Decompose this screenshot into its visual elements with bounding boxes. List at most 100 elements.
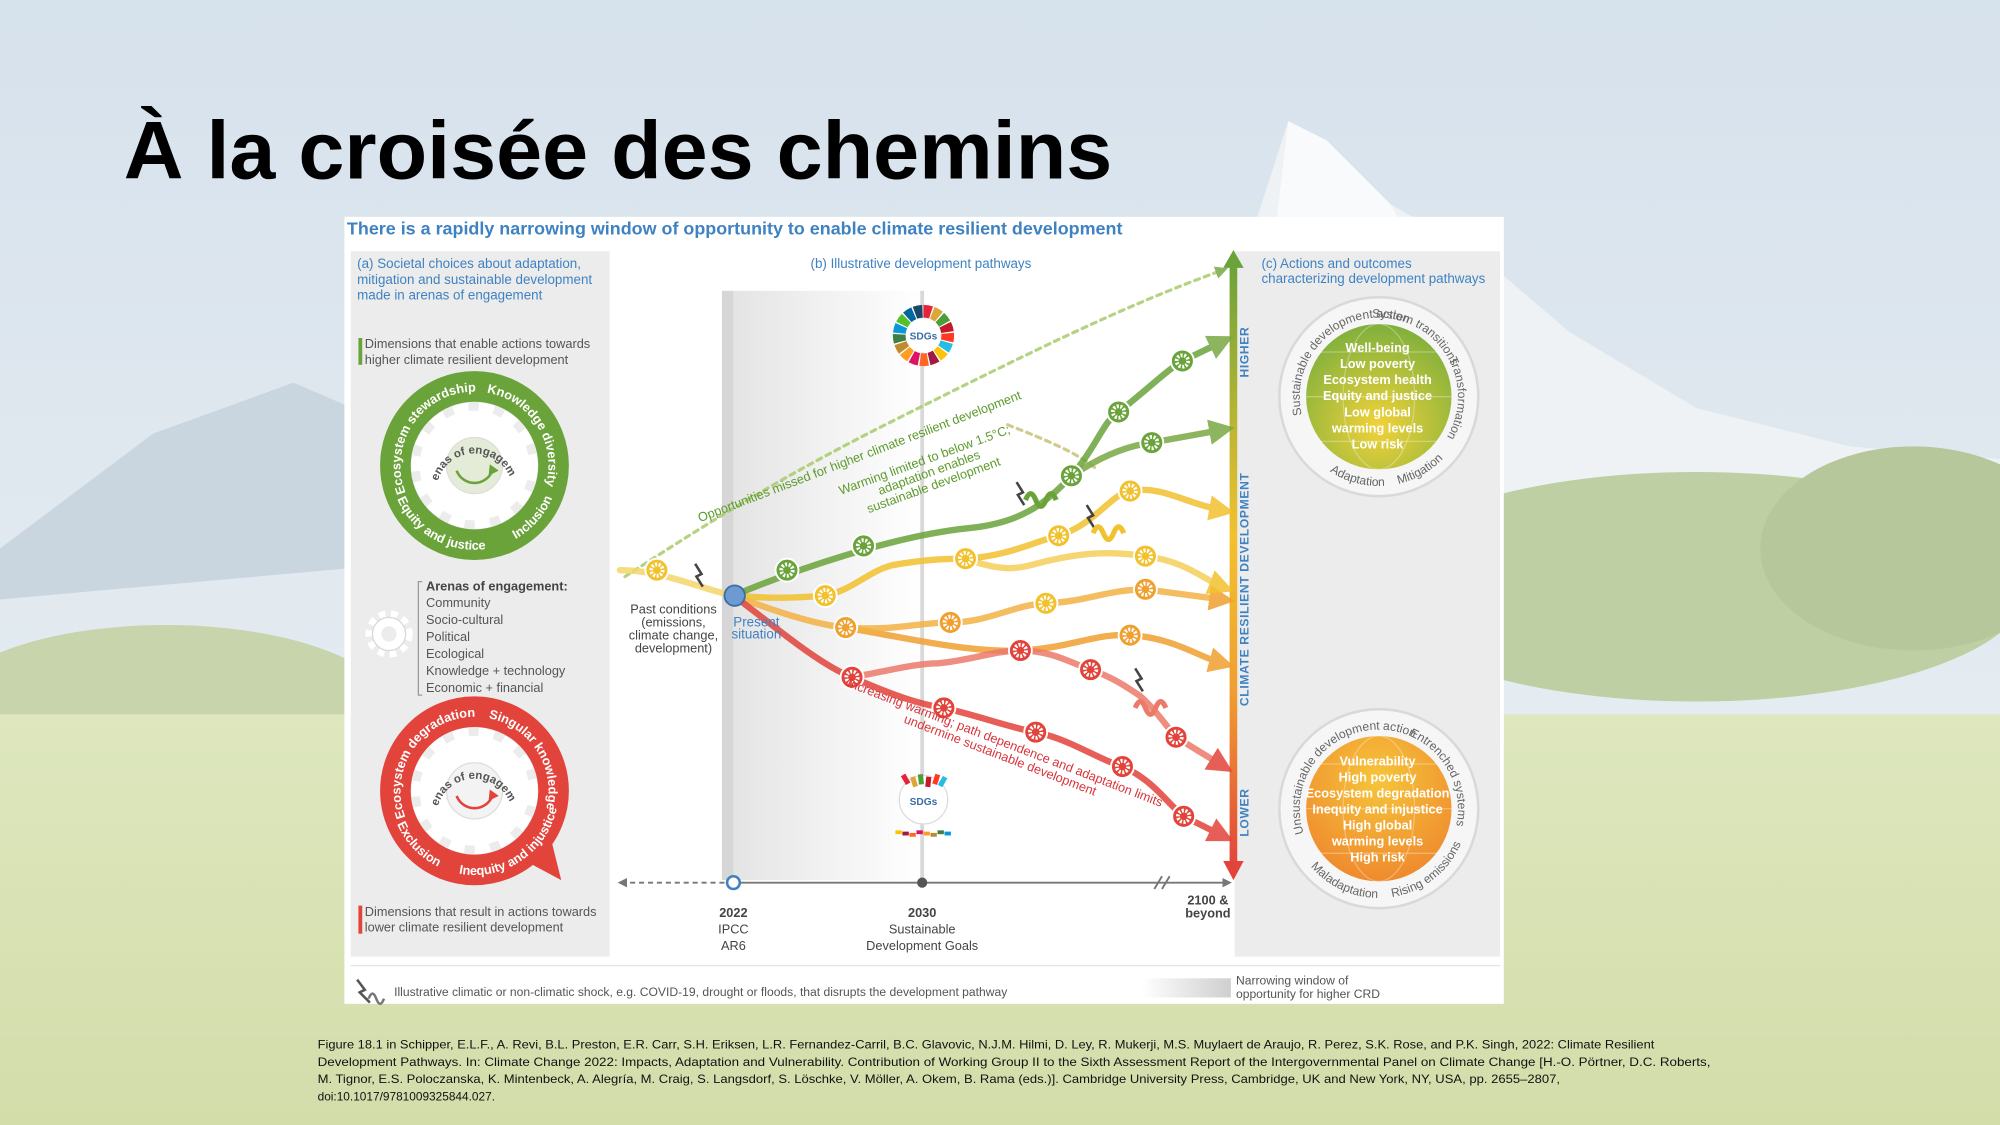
dimension-label: Dimensions that enable actions towards	[365, 336, 590, 351]
wheel-arrow	[455, 795, 494, 810]
shock-wiggle	[1023, 491, 1059, 509]
outcome-text: Inequity and injustice	[1312, 802, 1442, 817]
wheel-gear-teeth	[411, 727, 538, 854]
wheel-arrowhead	[488, 789, 499, 802]
pathway-node-gear	[1051, 528, 1067, 544]
pathway-node-gear	[1137, 581, 1154, 597]
panel-heading: mitigation and sustainable development	[357, 272, 592, 287]
dimension-label: Dimensions that result in actions toward…	[365, 904, 597, 919]
timeline-label: beyond	[1185, 906, 1230, 921]
timeline-label: 2100 &	[1187, 892, 1228, 907]
sdg-chip	[923, 831, 930, 836]
outcome-core	[1306, 735, 1452, 882]
arena-item: Knowledge + technology	[426, 663, 566, 678]
timeline-label: 2022	[719, 905, 747, 920]
outcome-text: Well-being	[1345, 340, 1409, 355]
pathway-node-gear	[844, 669, 860, 685]
pathway	[616, 566, 737, 599]
axis-label: HIGHER	[1238, 327, 1252, 378]
pathway-node-gear	[957, 551, 974, 567]
citation-line: Figure 18.1 in Schipper, E.L.F., A. Revi…	[318, 1037, 1655, 1051]
pathway-node	[1117, 622, 1143, 648]
shock-icon	[356, 978, 371, 1004]
pathway-node-gear	[1176, 808, 1192, 824]
axis-dot	[725, 875, 742, 891]
outcome-text: High poverty	[1339, 769, 1418, 784]
shock-icon	[1085, 504, 1096, 529]
sdg-chip	[910, 776, 919, 788]
present-dot	[723, 584, 746, 607]
pathway-node	[1171, 803, 1197, 829]
sdg-segment	[892, 304, 955, 367]
shock-icon	[367, 992, 386, 1006]
axis-label: LOWER	[1238, 788, 1252, 836]
wheel-arrow	[455, 470, 494, 485]
pathway-node	[812, 583, 838, 609]
pathway-node-gear	[817, 588, 833, 604]
timeline-label: IPCC	[718, 922, 748, 937]
sdg-badge	[898, 774, 949, 825]
past-conditions: development)	[635, 641, 712, 656]
sdg-chip	[917, 773, 924, 785]
pathway-node-gear	[649, 562, 665, 578]
pathway-node	[1078, 657, 1103, 683]
pathway-node	[937, 610, 963, 635]
pathway	[730, 335, 1234, 599]
pathway	[623, 266, 1228, 579]
outcome-text: Equity and justice	[1323, 388, 1432, 403]
slide-title: À la croisée des chemins	[124, 106, 1113, 197]
sdg-chip	[937, 830, 944, 835]
pathway-node	[1132, 543, 1158, 569]
arena-item: Community	[426, 595, 491, 610]
arena-item: Political	[426, 629, 470, 644]
pathway-node-gear	[936, 700, 952, 716]
pathway-node-gear	[1082, 661, 1099, 678]
pathway-node	[1163, 724, 1189, 750]
pathway-node	[1110, 754, 1135, 780]
outcome-text: Low risk	[1352, 436, 1405, 451]
outcome-text: warming levels	[1331, 834, 1423, 849]
pathway-node-gear	[942, 614, 958, 631]
pathway-node	[1106, 399, 1132, 425]
outcome-core	[1306, 323, 1452, 470]
sdg-segment	[892, 304, 955, 367]
past-conditions: climate change,	[629, 628, 718, 643]
citation-line: M. Tignor, E.S. Poloczanska, K. Mintenbe…	[318, 1072, 1560, 1086]
pathway-node	[1033, 590, 1059, 616]
pathway-node	[1132, 576, 1158, 602]
pathway-node-gear	[1028, 724, 1044, 740]
arenas-title: Arenas of engagement:	[426, 579, 568, 594]
legend-text: Narrowing window of	[1236, 974, 1349, 988]
sdg-chip	[944, 831, 951, 836]
sdg-label: SDGs	[910, 331, 938, 342]
crd-arrow-top	[1223, 250, 1244, 268]
wheel-ring	[380, 371, 569, 560]
sdg-chip	[902, 831, 909, 836]
arena-item: Socio-cultural	[426, 612, 503, 627]
pathway-node	[851, 533, 876, 559]
window-legend	[1141, 978, 1231, 998]
legend-text: opportunity for higher CRD	[1236, 987, 1380, 1001]
timeline-label: Development Goals	[866, 938, 978, 953]
citation-line: doi:10.1017/9781009325844.027.	[318, 1090, 495, 1104]
sdg-chip	[895, 830, 902, 835]
pathway-node-gear	[1038, 595, 1054, 611]
figure-heading: There is a rapidly narrowing window of o…	[347, 219, 1123, 239]
outcome-text: Low poverty	[1340, 356, 1416, 371]
shock-icon	[1015, 481, 1026, 506]
panel-heading: (a) Societal choices about adaptation,	[357, 256, 581, 271]
sdg-segment	[892, 304, 955, 367]
pathway-node-gear	[1012, 642, 1029, 659]
present-label: Present	[733, 614, 779, 629]
pathway-node-gear	[855, 538, 872, 554]
arenas-bracket	[417, 580, 423, 696]
outcome-text: Ecosystem degradation	[1306, 785, 1450, 800]
pathway-node	[833, 615, 859, 640]
axis-dot	[917, 877, 928, 888]
pathway-node	[953, 546, 978, 572]
sdg-chip	[916, 830, 923, 835]
pathway	[730, 592, 1234, 842]
pathway-node-gear	[1122, 627, 1138, 643]
